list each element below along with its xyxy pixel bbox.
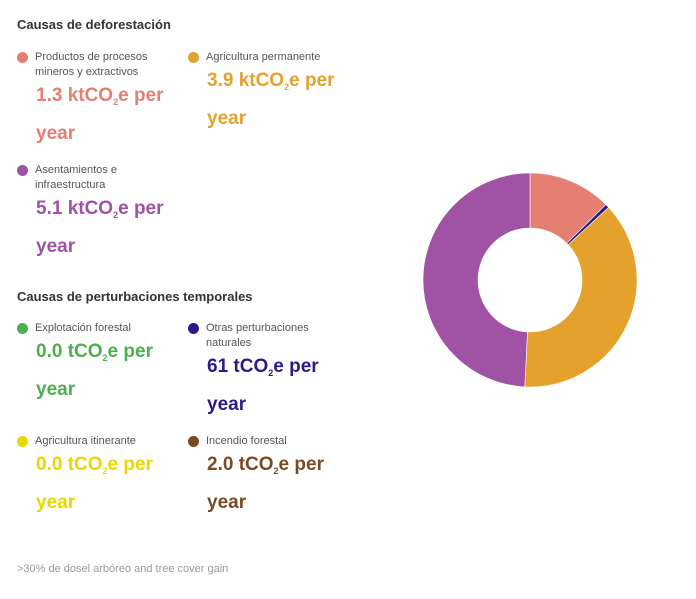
legend-item-logging: Explotación forestal 0.0 tCO2e per year	[17, 321, 177, 406]
legend-item-settlements: Asentamientos e infraestructura 5.1 ktCO…	[17, 163, 177, 263]
legend-item-natural-disturbances: Otras perturbaciones naturales 61 tCO2e …	[188, 321, 348, 421]
value-logging: 0.0 tCO2e per year	[36, 341, 153, 400]
legend-dot-shifting-agriculture	[17, 436, 28, 447]
value-forest-fire: 2.0 tCO2e per year	[207, 454, 324, 513]
value-permanent-agriculture: 3.9 ktCO2e per year	[207, 70, 335, 129]
value-natural-disturbances: 61 tCO2e per year	[207, 356, 319, 415]
legend-label-natural-disturbances: Otras perturbaciones naturales	[206, 322, 309, 349]
legend-dot-logging	[17, 323, 28, 334]
legend-label-permanent-agriculture: Agricultura permanente	[206, 51, 321, 63]
legend-label-shifting-agriculture: Agricultura itinerante	[35, 435, 136, 447]
value-settlements: 5.1 ktCO2e per year	[36, 198, 164, 257]
donut-slice-3[interactable]	[422, 172, 531, 388]
legend-label-settlements: Asentamientos e infraestructura	[35, 164, 117, 191]
legend-item-forest-fire: Incendio forestal 2.0 tCO2e per year	[188, 434, 348, 519]
legend-label-logging: Explotación forestal	[35, 322, 131, 334]
legend-dot-settlements	[17, 165, 28, 176]
legend-dot-natural-disturbances	[188, 323, 199, 334]
deforestation-title: Causas de deforestación	[17, 17, 171, 32]
legend-dot-mining	[17, 52, 28, 63]
legend-dot-forest-fire	[188, 436, 199, 447]
legend-dot-permanent-agriculture	[188, 52, 199, 63]
value-mining: 1.3 ktCO2e per year	[36, 85, 164, 144]
legend-item-permanent-agriculture: Agricultura permanente 3.9 ktCO2e per ye…	[188, 50, 348, 135]
legend-label-forest-fire: Incendio forestal	[206, 435, 287, 447]
legend-label-mining: Productos de procesos mineros y extracti…	[35, 51, 148, 78]
donut-chart	[422, 172, 638, 388]
legend-item-mining: Productos de procesos mineros y extracti…	[17, 50, 177, 150]
disturbance-title: Causas de perturbaciones temporales	[17, 289, 253, 304]
value-shifting-agriculture: 0.0 tCO2e per year	[36, 454, 153, 513]
footnote: >30% de dosel arbóreo and tree cover gai…	[17, 563, 229, 575]
legend-item-shifting-agriculture: Agricultura itinerante 0.0 tCO2e per yea…	[17, 434, 177, 519]
donut-slice-2[interactable]	[524, 206, 638, 388]
